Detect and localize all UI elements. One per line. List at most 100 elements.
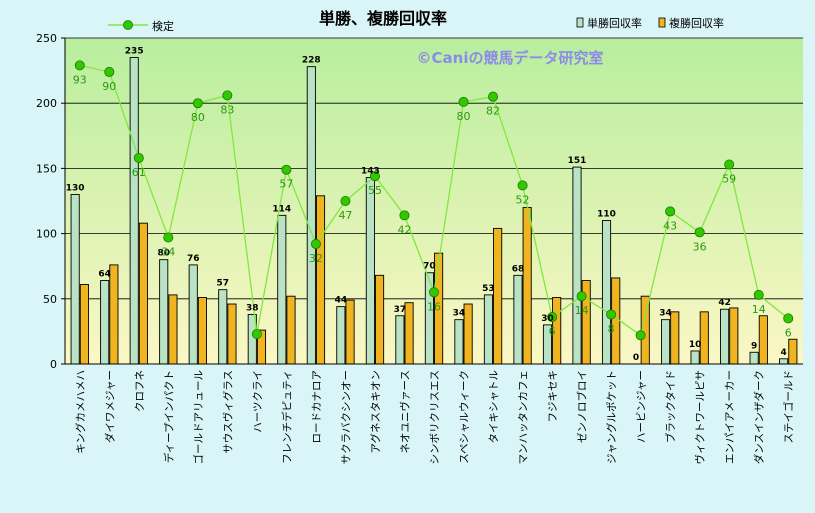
- line-point-label: 82: [486, 105, 500, 118]
- bar-place: [227, 303, 237, 365]
- x-tick-label: フジキセキ: [547, 370, 559, 423]
- line-marker: [310, 239, 321, 250]
- bar-place: [168, 294, 178, 365]
- line-marker: [369, 171, 380, 182]
- line-marker: [251, 329, 262, 340]
- bar-win: [188, 264, 198, 365]
- x-tick-label: ゴールドアリュール: [192, 370, 205, 465]
- bar-place: [138, 222, 148, 365]
- bar-win-label: 130: [66, 183, 85, 193]
- x-tick-label: ハービンジャー: [636, 370, 648, 443]
- line-point-label: 8: [608, 322, 615, 335]
- line-point-label: 47: [338, 209, 352, 222]
- x-tick-label: ダンスインザダーク: [753, 370, 766, 464]
- bars: [70, 57, 798, 365]
- bar-win: [100, 280, 110, 365]
- line-point-label: 59: [722, 172, 736, 185]
- legend-win-label: 単勝回収率: [587, 16, 642, 30]
- line-series: [74, 60, 794, 341]
- line-marker: [458, 96, 469, 107]
- bar-win: [365, 177, 375, 365]
- bar-win: [513, 274, 523, 365]
- line-marker: [399, 210, 410, 221]
- line-point-label: 55: [368, 184, 382, 197]
- bar-win-label: 44: [335, 296, 348, 306]
- bar-win-label: 68: [512, 264, 525, 274]
- legend: 検定 単勝回収率 複勝回収率: [108, 16, 724, 33]
- x-tick-label: ジャングルポケット: [605, 370, 618, 464]
- bar-win: [306, 66, 316, 365]
- y-tick-label: 200: [36, 97, 57, 110]
- line-point-label: 52: [516, 193, 530, 206]
- bar-win: [601, 220, 612, 365]
- bar-place: [758, 315, 768, 365]
- bar-win: [395, 315, 405, 365]
- bar-win-label: 4: [781, 348, 787, 358]
- line-point-label: 61: [132, 166, 146, 179]
- line-point-label: 83: [220, 103, 234, 116]
- plot-area: [65, 38, 803, 364]
- bar-place: [699, 311, 709, 365]
- legend-line-label: 検定: [152, 19, 174, 33]
- line-point-label: 43: [663, 219, 677, 232]
- bar-place: [286, 295, 296, 365]
- x-tick-label: エンパイアメーカー: [724, 370, 736, 464]
- x-tick-label: タイキシャトル: [488, 370, 500, 444]
- bar-win-label: 64: [98, 270, 111, 280]
- x-tick-label: サクラバクシンオー: [340, 370, 352, 464]
- bar-win: [779, 358, 789, 365]
- x-tick-label: ハーツクライ: [252, 370, 264, 433]
- line-marker: [694, 227, 705, 238]
- bar-place: [729, 307, 739, 365]
- line-marker: [133, 152, 144, 163]
- bar-win-label: 34: [453, 309, 466, 319]
- line-marker: [753, 289, 764, 300]
- bar-place: [788, 338, 798, 365]
- line-marker: [163, 232, 174, 243]
- y-tick-label: 0: [50, 358, 57, 371]
- x-tick-label: クロフネ: [134, 370, 146, 412]
- line-marker: [428, 287, 439, 298]
- y-axis-ticks: 0 50 100 150 200 250: [36, 32, 65, 371]
- x-tick-label: フレンチデピュティ: [280, 370, 293, 464]
- x-tick-label: ディープインパクト: [162, 370, 175, 463]
- bar-win-label: 151: [568, 156, 587, 166]
- x-tick-label: スペシャルウィーク: [459, 370, 471, 464]
- bar-win-label: 38: [246, 303, 259, 313]
- watermark: ©Caniの競馬データ研究室: [417, 49, 604, 67]
- x-tick-label: アグネスタキオン: [369, 370, 382, 453]
- y-tick-label: 50: [43, 293, 57, 306]
- bar-place: [611, 277, 621, 365]
- bar-win: [218, 289, 228, 365]
- line-point-label: 14: [752, 303, 766, 316]
- bar-win: [159, 259, 169, 365]
- line-marker: [104, 66, 115, 77]
- bar-win-label: 70: [423, 262, 436, 272]
- line-marker: [517, 180, 528, 191]
- line-marker: [665, 206, 676, 217]
- line-point-label: 80: [191, 111, 205, 124]
- line-marker: [547, 312, 558, 323]
- legend-line-marker: [123, 20, 133, 30]
- bar-place: [463, 303, 473, 365]
- line-marker: [281, 164, 292, 175]
- x-tick-label: ゼンノロブロイ: [576, 370, 589, 443]
- bar-win: [483, 294, 493, 365]
- x-tick-label: サウスヴィグラス: [221, 370, 234, 454]
- gridlines: [65, 37, 803, 300]
- y-tick-label: 250: [36, 32, 57, 45]
- x-axis-labels: キングカメハメハ ダイワメジャー クロフネ ディープインパクト ゴールドアリュール サウス…: [74, 370, 795, 465]
- bar-win: [454, 319, 464, 365]
- line-marker: [340, 195, 351, 206]
- x-tick-label: ステイゴールド: [782, 370, 795, 444]
- x-tick-label: ロードカナロア: [311, 370, 323, 444]
- line-point-label: 80: [457, 110, 471, 123]
- line-marker: [576, 291, 587, 302]
- line-marker: [635, 330, 646, 341]
- bar-win: [70, 194, 80, 365]
- bar-place: [197, 297, 207, 365]
- bar-win-label: 30: [541, 314, 554, 324]
- bar-place: [375, 274, 385, 365]
